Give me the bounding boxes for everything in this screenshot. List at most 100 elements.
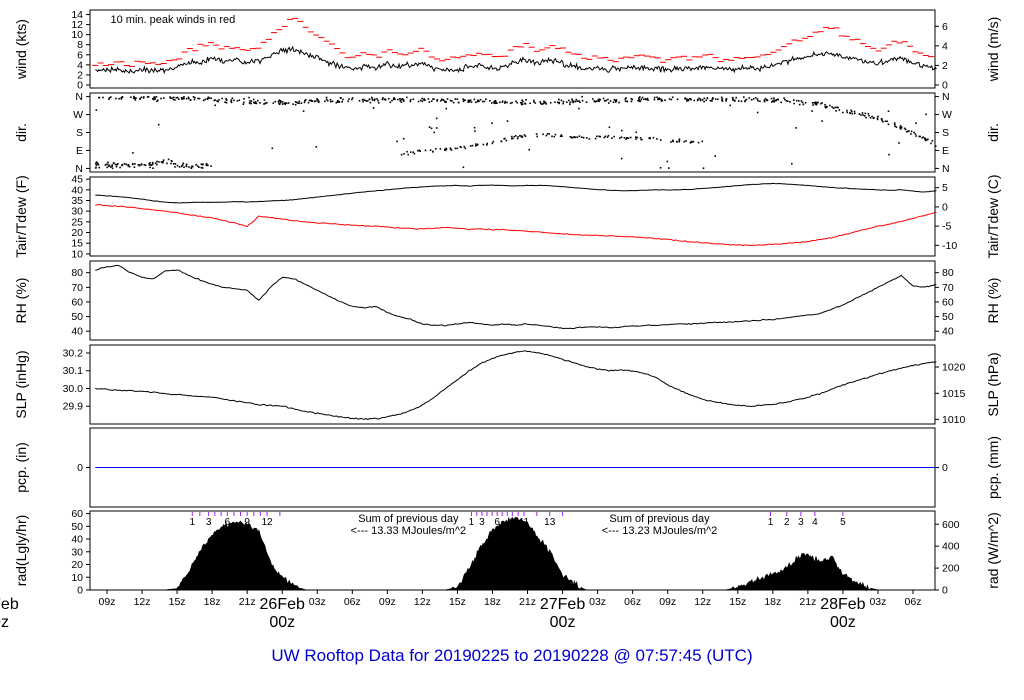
svg-text:40: 40 — [942, 326, 954, 338]
x-date-label-hour: 00z — [269, 614, 295, 631]
x-date-label: 28Feb — [820, 596, 865, 613]
axis-label-left-temperature: Tair/Tdew (F) — [13, 175, 29, 257]
axis-label-right-rad: rad (W/m^2) — [985, 512, 1001, 589]
svg-text:30: 30 — [71, 206, 83, 218]
svg-text:Sum of previous day: Sum of previous day — [358, 513, 459, 525]
svg-text:10: 10 — [71, 29, 83, 41]
svg-text:10: 10 — [71, 572, 83, 584]
x-tick-label: 09z — [379, 596, 396, 608]
x-tick-label: 18z — [484, 596, 501, 608]
x-tick-label: 06z — [344, 596, 361, 608]
svg-text:0: 0 — [942, 79, 948, 91]
axis-label-left-dir: dir. — [13, 123, 29, 142]
svg-text:15: 15 — [71, 238, 83, 250]
svg-text:N: N — [942, 163, 950, 175]
svg-text:40: 40 — [71, 326, 83, 338]
series-relative-humidity — [95, 264, 937, 330]
svg-text:45: 45 — [71, 174, 83, 186]
svg-text:2: 2 — [77, 69, 83, 81]
x-tick-label: 06z — [905, 596, 922, 608]
panel-slp: 29.9 30.0 30.1 30.2 1010 1015 1020 SLP (inHg) SL… — [13, 344, 1001, 426]
x-tick-label: 12z — [694, 596, 711, 608]
svg-text:0: 0 — [942, 585, 948, 597]
svg-text:0: 0 — [77, 462, 83, 474]
svg-text:W: W — [73, 109, 83, 121]
svg-text:-10: -10 — [942, 240, 957, 252]
svg-text:1: 1 — [469, 517, 475, 528]
svg-text:13: 13 — [544, 517, 556, 528]
axis-label-left-rad: rad(Lgly/hr) — [13, 515, 29, 587]
x-tick-label: 15z — [449, 596, 466, 608]
svg-text:0: 0 — [942, 462, 948, 474]
svg-text:<--- 13.23 MJoules/m^2: <--- 13.23 MJoules/m^2 — [602, 525, 718, 537]
panel-rh: 40 50 60 70 80 40 50 60 70 80 RH (%) RH (%) — [13, 260, 1001, 341]
x-tick-label: 03z — [589, 596, 606, 608]
svg-text:1: 1 — [768, 517, 774, 528]
svg-text:12: 12 — [261, 517, 273, 528]
svg-text:4: 4 — [812, 517, 818, 528]
svg-text:29.9: 29.9 — [63, 401, 84, 413]
svg-text:0: 0 — [77, 79, 83, 91]
svg-text:80: 80 — [942, 267, 954, 279]
x-tick-label: 09z — [659, 596, 676, 608]
svg-text:600: 600 — [942, 519, 960, 531]
series-wind-direction — [94, 95, 937, 170]
svg-text:2: 2 — [784, 517, 790, 528]
x-tick-label: 12z — [134, 596, 151, 608]
svg-text:60: 60 — [71, 296, 83, 308]
svg-text:25: 25 — [71, 216, 83, 228]
series-solar-radiation — [95, 516, 937, 592]
svg-text:5: 5 — [942, 182, 948, 194]
series-tdew-f — [95, 204, 937, 247]
svg-text:4: 4 — [942, 40, 948, 52]
svg-text:5: 5 — [840, 517, 846, 528]
x-tick-label: 21z — [799, 596, 816, 608]
svg-text:E: E — [942, 145, 949, 157]
svg-text:4: 4 — [77, 59, 83, 71]
x-date-label-hour: 00z — [550, 614, 576, 631]
svg-text:1015: 1015 — [942, 388, 966, 400]
axis-label-right-temperature: Tair/Tdew (C) — [985, 174, 1001, 258]
x-tick-label: 15z — [729, 596, 746, 608]
x-tick-label: 21z — [239, 596, 256, 608]
svg-text:80: 80 — [71, 267, 83, 279]
svg-text:3: 3 — [206, 517, 212, 528]
series-wind-peak-10min-kts — [92, 17, 935, 67]
svg-text:30: 30 — [71, 546, 83, 558]
svg-text:S: S — [76, 127, 83, 139]
x-tick-label: 18z — [204, 596, 221, 608]
svg-text:30.1: 30.1 — [63, 365, 84, 377]
svg-text:10: 10 — [71, 248, 83, 260]
svg-text:6: 6 — [77, 49, 83, 61]
svg-text:6: 6 — [225, 517, 231, 528]
svg-text:12: 12 — [71, 19, 83, 31]
x-tick-label: 03z — [869, 596, 886, 608]
svg-text:-5: -5 — [942, 221, 951, 233]
axis-label-left-pcp: pcp. (in) — [13, 442, 29, 493]
x-date-label: 27Feb — [540, 596, 585, 613]
svg-text:2: 2 — [942, 60, 948, 72]
svg-text:10 min. peak winds in red: 10 min. peak winds in red — [111, 14, 236, 26]
svg-text:6: 6 — [494, 517, 500, 528]
svg-text:8: 8 — [77, 39, 83, 51]
svg-text:9: 9 — [244, 517, 250, 528]
svg-text:0: 0 — [77, 585, 83, 597]
axis-label-right-wind: wind (m/s) — [985, 17, 1001, 83]
x-tick-label: 18z — [764, 596, 781, 608]
axis-label-left-rh: RH (%) — [13, 278, 29, 324]
x-date-label: 25Feb — [0, 596, 19, 613]
x-date-label-hour: 00z — [0, 614, 9, 631]
svg-text:1: 1 — [189, 517, 195, 528]
x-tick-label: 12z — [414, 596, 431, 608]
svg-text:14: 14 — [71, 9, 83, 21]
svg-text:20: 20 — [71, 227, 83, 239]
svg-text:40: 40 — [71, 184, 83, 196]
x-tick-label: 06z — [624, 596, 641, 608]
svg-text:400: 400 — [942, 541, 960, 553]
axis-label-right-slp: SLP (hPa) — [985, 352, 1001, 416]
x-date-label-hour: 00z — [830, 614, 856, 631]
